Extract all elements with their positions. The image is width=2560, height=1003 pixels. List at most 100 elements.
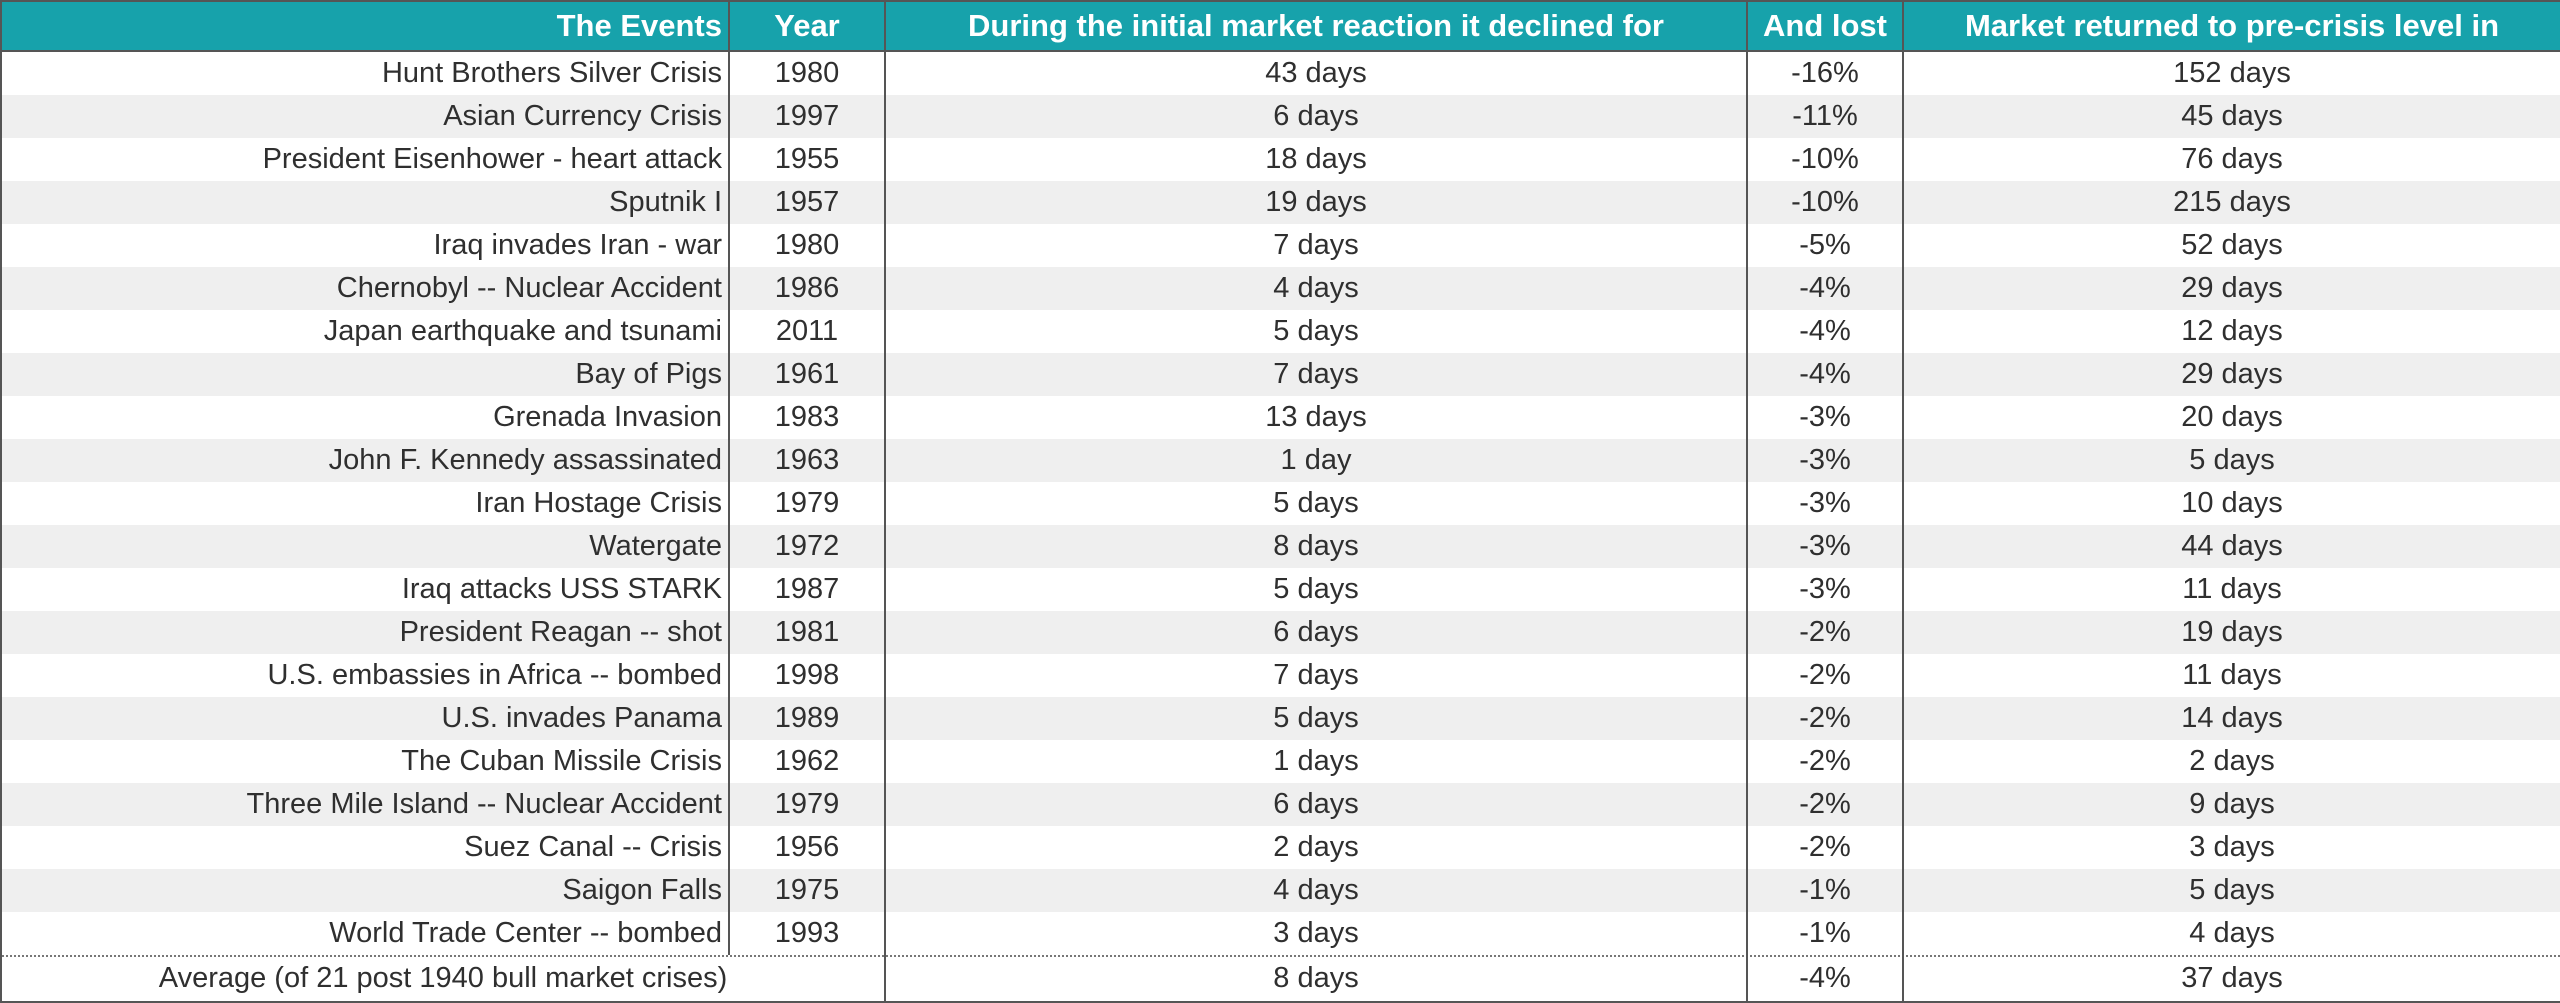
event-name: Sputnik I xyxy=(609,186,722,218)
recovery-duration: 5 days xyxy=(2189,874,2275,906)
market-loss: -2% xyxy=(1799,745,1851,777)
event-name: Grenada Invasion xyxy=(493,401,722,433)
header-returned: Market returned to pre-crisis level in xyxy=(1964,8,2500,43)
decline-duration: 5 days xyxy=(1273,573,1359,605)
table-row: Bay of Pigs 1961 7 days -4% 29 days xyxy=(2,353,2560,396)
decline-duration: 6 days xyxy=(1273,616,1359,648)
recovery-duration: 29 days xyxy=(2181,272,2283,304)
decline-duration: 43 days xyxy=(1265,57,1367,89)
decline-duration: 7 days xyxy=(1273,229,1359,261)
recovery-duration: 152 days xyxy=(2173,57,2291,89)
event-year: 1961 xyxy=(774,358,840,390)
market-loss: -4% xyxy=(1799,315,1851,347)
recovery-duration: 14 days xyxy=(2181,702,2283,734)
event-year: 2011 xyxy=(775,315,839,347)
event-year: 1972 xyxy=(774,530,840,562)
market-loss: -4% xyxy=(1799,358,1851,390)
event-year: 1975 xyxy=(774,874,840,906)
event-year: 1983 xyxy=(774,401,840,433)
market-loss: -3% xyxy=(1799,401,1851,433)
market-loss: -3% xyxy=(1799,530,1851,562)
decline-duration: 4 days xyxy=(1273,272,1359,304)
average-label: Average (of 21 post 1940 bull market cri… xyxy=(158,961,728,994)
market-loss: -3% xyxy=(1799,573,1851,605)
market-loss: -3% xyxy=(1799,444,1851,476)
table-row: Iraq invades Iran - war 1980 7 days -5% 52 d… xyxy=(2,224,2560,267)
recovery-duration: 44 days xyxy=(2181,530,2283,562)
decline-duration: 6 days xyxy=(1273,100,1359,132)
table-row: Hunt Brothers Silver Crisis 1980 43 days -1… xyxy=(2,52,2560,95)
event-name: President Reagan -- shot xyxy=(399,616,722,648)
event-name: U.S. invades Panama xyxy=(441,702,722,734)
column-divider-events xyxy=(728,2,730,955)
decline-duration: 7 days xyxy=(1273,659,1359,691)
market-loss: -5% xyxy=(1799,229,1851,261)
decline-duration: 1 day xyxy=(1280,444,1352,476)
event-name: Japan earthquake and tsunami xyxy=(323,315,722,347)
table-row: Asian Currency Crisis 1997 6 days -11% 45 da… xyxy=(2,95,2560,138)
table-row: Three Mile Island -- Nuclear Accident 197… xyxy=(2,783,2560,826)
decline-duration: 13 days xyxy=(1265,401,1367,433)
decline-duration: 4 days xyxy=(1273,874,1359,906)
event-name: Watergate xyxy=(589,530,722,562)
recovery-duration: 11 days xyxy=(2182,573,2282,605)
table-row: Suez Canal -- Crisis 1956 2 days -2% 3 days xyxy=(2,826,2560,869)
table-row: John F. Kennedy assassinated 1963 1 day -3%… xyxy=(2,439,2560,482)
event-name: Asian Currency Crisis xyxy=(443,100,722,132)
table-row: President Reagan -- shot 1981 6 days -2% 19 … xyxy=(2,611,2560,654)
recovery-duration: 20 days xyxy=(2181,401,2283,433)
event-year: 1956 xyxy=(774,831,840,863)
event-name: Iraq attacks USS STARK xyxy=(401,573,722,605)
header-year: Year xyxy=(774,8,840,43)
market-loss: -2% xyxy=(1799,831,1851,863)
event-year: 1987 xyxy=(774,573,840,605)
decline-duration: 8 days xyxy=(1273,530,1359,562)
decline-duration: 5 days xyxy=(1273,702,1359,734)
event-name: Iraq invades Iran - war xyxy=(433,229,722,261)
table-row: World Trade Center -- bombed 1993 3 days -1… xyxy=(2,912,2560,955)
recovery-duration: 52 days xyxy=(2181,229,2283,261)
table-row: Grenada Invasion 1983 13 days -3% 20 days xyxy=(2,396,2560,439)
header-lost: And lost xyxy=(1763,8,1887,43)
recovery-duration: 3 days xyxy=(2189,831,2275,863)
event-year: 1980 xyxy=(774,57,840,89)
table-row: President Eisenhower - heart attack 1955 1… xyxy=(2,138,2560,181)
header-events: The Events xyxy=(556,8,722,43)
market-loss: -11% xyxy=(1792,100,1858,132)
event-year: 1963 xyxy=(774,444,840,476)
event-year: 1980 xyxy=(774,229,840,261)
decline-duration: 3 days xyxy=(1273,917,1359,949)
event-year: 1979 xyxy=(774,487,840,519)
column-divider-lost xyxy=(1902,2,1904,1001)
decline-duration: 5 days xyxy=(1273,315,1359,347)
event-year: 1997 xyxy=(774,100,840,132)
table-row: Saigon Falls 1975 4 days -1% 5 days xyxy=(2,869,2560,912)
recovery-duration: 29 days xyxy=(2181,358,2283,390)
market-loss: -10% xyxy=(1791,143,1859,175)
market-loss: -2% xyxy=(1799,659,1851,691)
event-year: 1957 xyxy=(774,186,840,218)
decline-duration: 7 days xyxy=(1273,358,1359,390)
recovery-duration: 2 days xyxy=(2189,745,2275,777)
event-year: 1998 xyxy=(774,659,840,691)
recovery-duration: 45 days xyxy=(2181,100,2283,132)
table-header-row: The Events Year During the initial marke… xyxy=(2,2,2560,50)
event-year: 1986 xyxy=(774,272,840,304)
event-year: 1979 xyxy=(774,788,840,820)
table-row: Sputnik I 1957 19 days -10% 215 days xyxy=(2,181,2560,224)
decline-duration: 1 days xyxy=(1273,745,1359,777)
market-loss: -1% xyxy=(1799,874,1851,906)
recovery-duration: 5 days xyxy=(2189,444,2275,476)
event-name: Three Mile Island -- Nuclear Accident xyxy=(246,788,722,820)
average-declined: 8 days xyxy=(1273,961,1359,994)
column-divider-declined xyxy=(1746,2,1748,1001)
market-loss: -10% xyxy=(1791,186,1859,218)
recovery-duration: 4 days xyxy=(2189,917,2275,949)
recovery-duration: 76 days xyxy=(2181,143,2283,175)
recovery-duration: 19 days xyxy=(2181,616,2283,648)
recovery-duration: 12 days xyxy=(2181,315,2283,347)
decline-duration: 5 days xyxy=(1273,487,1359,519)
event-year: 1981 xyxy=(774,616,840,648)
market-loss: -16% xyxy=(1791,57,1859,89)
